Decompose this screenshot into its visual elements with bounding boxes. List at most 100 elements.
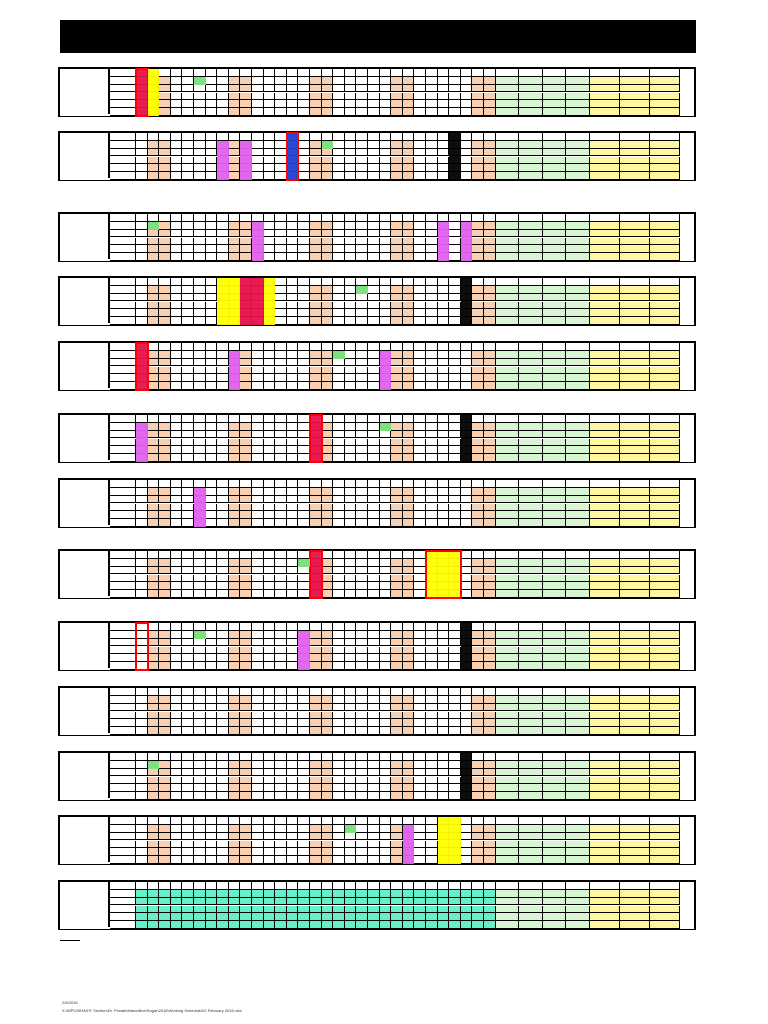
day-cell: [344, 688, 357, 696]
day-cell: [170, 172, 183, 180]
day-cell: [391, 92, 403, 101]
day-cell: [182, 889, 194, 898]
summary-cell-yellow: [619, 358, 650, 367]
day-cell: [310, 343, 322, 351]
day-cell: [344, 582, 357, 591]
day-cell: [147, 503, 160, 512]
day-cell: [275, 905, 287, 914]
day-cell: [194, 480, 206, 488]
day-cell: [275, 495, 287, 504]
yellow-bar: [437, 817, 461, 864]
summary-cell-yellow: [619, 848, 650, 857]
day-cell: [228, 824, 241, 833]
day-cell: [217, 415, 229, 423]
day-cell: [286, 760, 299, 769]
day-cell: [472, 172, 484, 180]
day-cell: [275, 92, 287, 101]
summary-cell-yellow: [589, 229, 620, 238]
day-cell: [286, 638, 299, 647]
day-cell: [321, 133, 334, 141]
day-cell: [298, 711, 310, 720]
day-cell: [356, 366, 368, 375]
summary-cell-green: [566, 711, 590, 720]
day-cell: [472, 558, 484, 567]
day-cell: [379, 574, 392, 583]
day-cell: [228, 511, 241, 520]
day-cell: [263, 889, 276, 898]
summary-cell-green: [542, 100, 567, 109]
day-cell: [170, 430, 183, 439]
day-cell: [217, 711, 229, 720]
day-cell: [321, 108, 334, 116]
day-cell: [159, 237, 171, 246]
day-cell: [449, 905, 461, 914]
day-cell: [472, 792, 484, 800]
summary-cell-yellow: [589, 133, 620, 141]
summary-cell-yellow: [589, 382, 620, 390]
day-cell: [217, 817, 229, 825]
day-cell: [344, 309, 357, 318]
day-cell: [414, 237, 426, 246]
day-cell: [426, 623, 438, 631]
day-cell: [159, 753, 171, 761]
day-cell: [379, 792, 392, 800]
day-cell: [402, 703, 415, 712]
summary-cell-green: [519, 817, 543, 825]
highlight-outline: [135, 68, 149, 117]
day-cell: [460, 913, 473, 922]
day-cell: [252, 69, 264, 77]
summary-cell-yellow: [589, 519, 620, 527]
summary-cell-yellow: [649, 148, 680, 157]
summary-cell-green: [542, 84, 567, 93]
day-cell: [194, 285, 206, 294]
day-cell: [368, 921, 380, 929]
day-cell: [217, 832, 229, 841]
day-cell: [286, 551, 299, 559]
day-cell: [228, 148, 241, 157]
day-cell: [414, 108, 426, 116]
day-cell: [298, 237, 310, 246]
day-cell: [159, 69, 171, 77]
summary-cell-green: [495, 148, 520, 157]
day-cell: [228, 438, 241, 447]
summary-cell-green: [542, 446, 567, 455]
day-cell: [170, 487, 183, 496]
day-cell: [286, 221, 299, 230]
summary-cell-yellow: [589, 480, 620, 488]
day-cell: [252, 415, 264, 423]
day-cell: [228, 719, 241, 728]
day-cell: [460, 840, 473, 849]
day-cell: [298, 897, 310, 906]
day-cell: [379, 566, 392, 575]
day-cell: [275, 817, 287, 825]
day-cell: [263, 824, 276, 833]
summary-cell-green: [542, 438, 567, 447]
day-cell: [449, 285, 461, 294]
day-cell: [194, 100, 206, 109]
summary-cell-green: [542, 753, 567, 761]
summary-cell-green: [495, 92, 520, 101]
day-cell: [275, 358, 287, 367]
row-label-box: [60, 753, 110, 798]
day-cell: [344, 719, 357, 728]
summary-cell-green: [566, 366, 590, 375]
day-cell: [228, 840, 241, 849]
day-cell: [321, 229, 334, 238]
day-cell: [263, 164, 276, 173]
day-cell: [391, 590, 403, 598]
day-cell: [344, 172, 357, 180]
day-cell: [205, 566, 218, 575]
day-cell: [368, 446, 380, 455]
day-cell: [426, 511, 438, 520]
day-cell: [170, 503, 183, 512]
day-cell: [449, 69, 461, 77]
day-cell: [321, 430, 334, 439]
day-cell: [333, 366, 345, 375]
summary-cell-yellow: [589, 817, 620, 825]
day-cell: [472, 646, 484, 655]
summary-cell-yellow: [589, 662, 620, 670]
summary-cell-green: [566, 382, 590, 390]
summary-cell-green: [495, 229, 520, 238]
day-cell: [368, 278, 380, 286]
day-cell: [194, 422, 206, 431]
